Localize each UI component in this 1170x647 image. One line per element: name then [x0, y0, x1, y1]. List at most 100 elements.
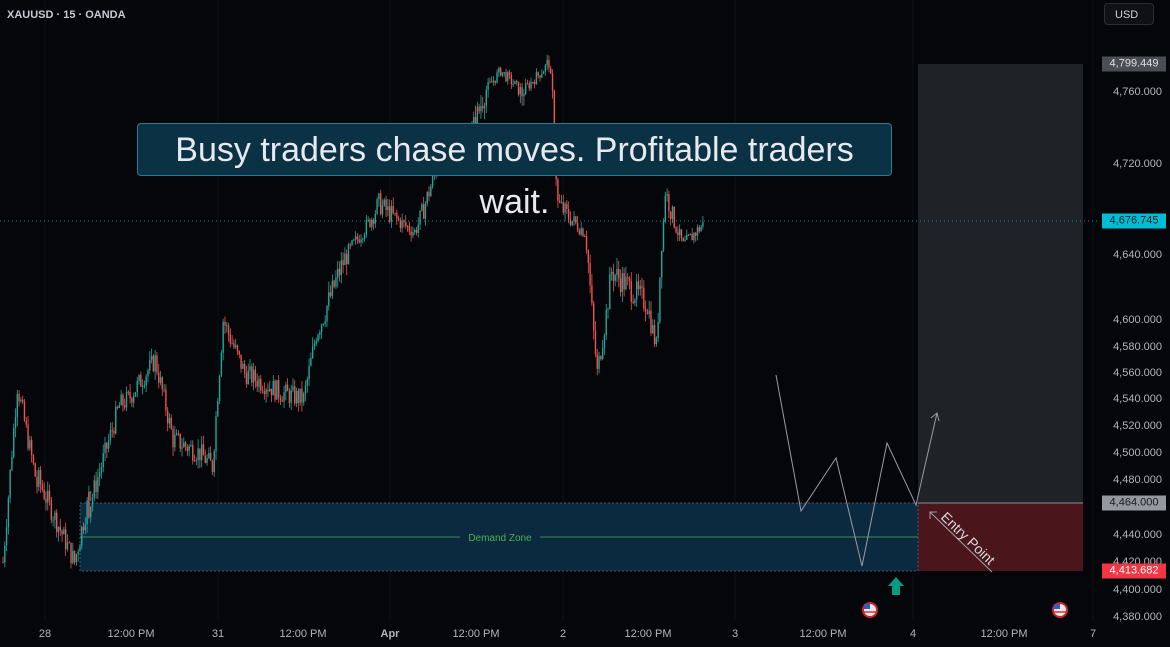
candle-body	[72, 550, 74, 563]
price-tick: 4,500.000	[1113, 447, 1162, 459]
candle-body	[379, 193, 382, 215]
candle-body	[603, 335, 606, 349]
candle-body	[109, 430, 112, 441]
candle-body	[537, 72, 539, 76]
candle-body	[328, 292, 330, 306]
candle-body	[589, 262, 591, 286]
candle-body	[16, 393, 19, 418]
candle-body	[188, 446, 190, 451]
candle-body	[487, 82, 489, 90]
projected-path	[775, 374, 938, 567]
candle-body	[548, 60, 550, 69]
candle-body	[269, 388, 271, 392]
candle-body	[628, 277, 631, 282]
candle-body	[172, 429, 174, 448]
candle-body	[424, 203, 427, 219]
candle-body	[700, 226, 702, 232]
candle-body	[503, 72, 505, 74]
candle-body	[686, 234, 688, 240]
candle-body	[662, 221, 665, 251]
candle-body	[625, 277, 627, 290]
candle-body	[634, 299, 636, 303]
candle-body	[11, 457, 13, 470]
candle-body	[102, 453, 104, 468]
candle-body	[505, 72, 507, 82]
candle-body	[45, 498, 47, 503]
candle-body	[240, 354, 242, 369]
candle-body	[546, 60, 548, 66]
candle-body	[616, 268, 618, 275]
candle-body	[204, 455, 206, 463]
candle-body	[492, 80, 495, 83]
candle-body	[392, 205, 394, 213]
candle-body	[473, 117, 475, 128]
candle-body	[666, 194, 668, 196]
candle-body	[200, 444, 203, 461]
candle-body	[229, 334, 232, 344]
candle-body	[192, 445, 194, 461]
candle-body	[150, 355, 153, 360]
time-tick: 12:00 PM	[107, 628, 155, 640]
candle-body	[383, 199, 385, 206]
candle-body	[571, 221, 573, 225]
price-tick: 4,400.000	[1113, 584, 1162, 596]
candle-body	[145, 376, 147, 386]
candle-body	[231, 343, 233, 345]
price-tick: 4,380.000	[1113, 611, 1162, 623]
candle-body	[222, 321, 224, 353]
candle-body	[691, 233, 693, 241]
candle-body	[120, 394, 122, 406]
entry-arrowhead	[929, 511, 937, 519]
price-tick: 4,640.000	[1113, 249, 1162, 261]
candle-body	[14, 417, 17, 429]
candle-body	[680, 229, 683, 239]
candle-body	[677, 232, 679, 236]
candle-body	[632, 301, 634, 303]
candle-body	[242, 363, 244, 369]
time-tick: 12:00 PM	[624, 628, 672, 640]
candle-body	[576, 222, 579, 231]
candle-body	[698, 227, 701, 232]
candle-body	[140, 375, 142, 387]
candle-body	[621, 273, 624, 292]
candle-body	[206, 457, 208, 463]
candle-body	[129, 392, 131, 399]
candle-body	[136, 380, 138, 393]
candle-body	[512, 83, 514, 85]
candle-body	[363, 234, 366, 239]
candle-body	[661, 250, 663, 278]
candle-body	[104, 442, 106, 454]
candle-body	[347, 244, 350, 265]
candle-body	[18, 393, 20, 402]
target-label: 4,799.449	[1102, 56, 1166, 72]
candle-body	[609, 274, 611, 310]
candle-body	[338, 268, 341, 276]
candle-body	[20, 399, 22, 402]
candle-body	[539, 75, 541, 78]
candle-body	[183, 442, 185, 448]
candle-body	[124, 405, 126, 408]
candle-body	[256, 380, 258, 387]
candle-body	[73, 550, 76, 563]
candle-body	[610, 271, 613, 275]
candle-body	[226, 325, 228, 327]
candle-body	[675, 227, 677, 233]
candle-body	[600, 356, 602, 360]
candle-body	[247, 370, 249, 385]
time-tick: 7	[1089, 628, 1097, 640]
candle-body	[365, 220, 368, 235]
candle-body	[147, 370, 149, 377]
candle-body	[270, 388, 273, 396]
currency-button[interactable]: USD	[1104, 3, 1154, 25]
candle-body	[159, 377, 162, 383]
candle-body	[113, 430, 115, 434]
candle-body	[623, 273, 625, 290]
candle-body	[669, 211, 672, 219]
candle-body	[535, 72, 538, 85]
candle-body	[59, 526, 61, 531]
candle-body	[77, 551, 79, 555]
candle-body	[584, 236, 586, 238]
candle-body	[30, 440, 33, 456]
candle-body	[48, 490, 51, 501]
